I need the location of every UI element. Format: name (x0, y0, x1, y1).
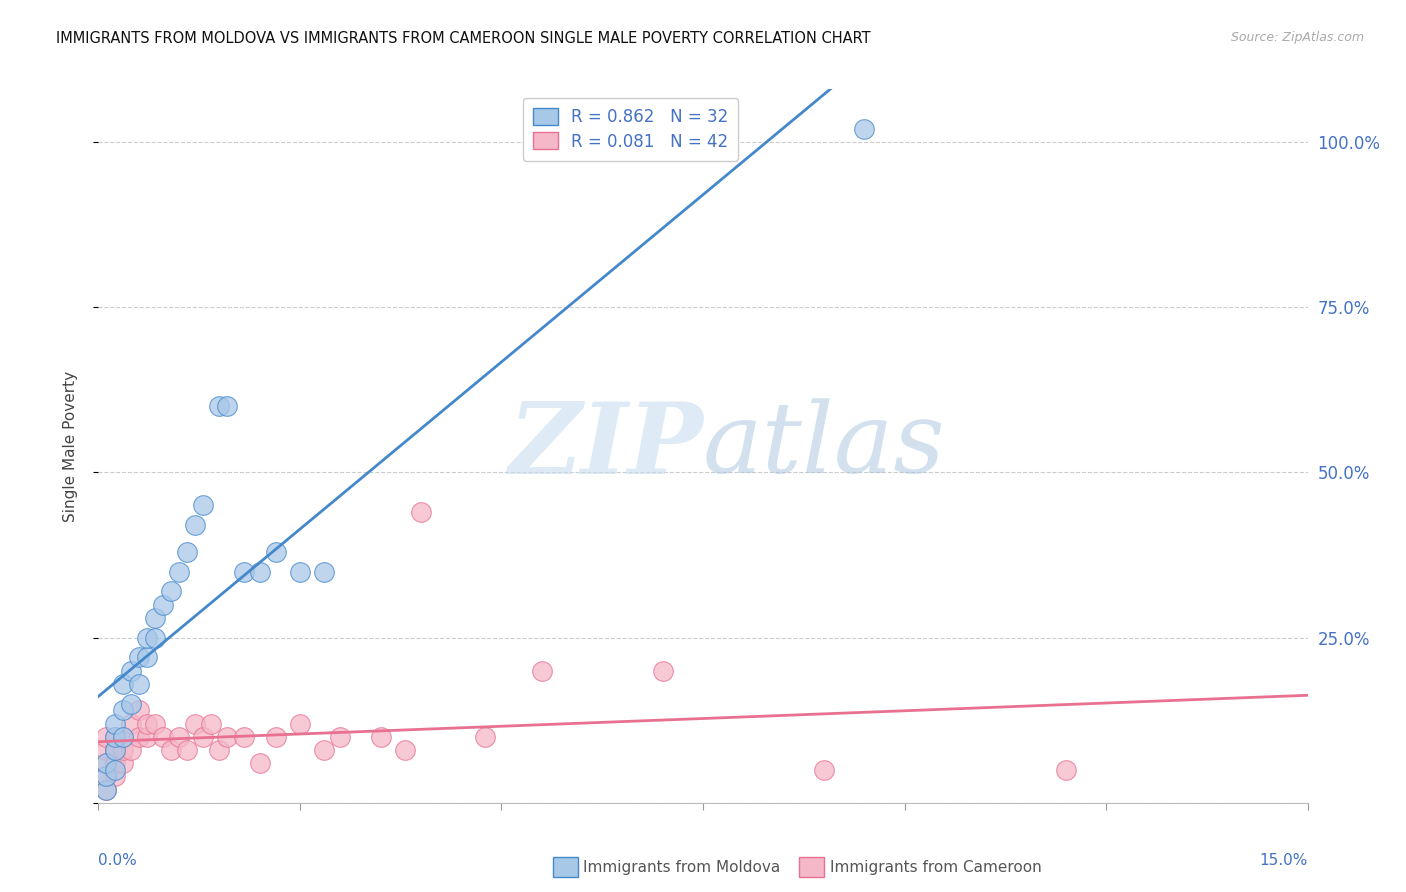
Point (96, 769, 118, 783)
Text: Immigrants from Cameroon: Immigrants from Cameroon (830, 860, 1042, 874)
Point (135, 730, 157, 744)
Point (96, 730, 118, 744)
Point (184, 716, 207, 731)
Point (96, 743, 118, 757)
Point (409, 505, 432, 519)
Point (160, 743, 183, 757)
Point (103, 763, 125, 777)
Point (103, 716, 125, 731)
Point (143, 631, 166, 645)
Text: ZIP: ZIP (508, 398, 703, 494)
Point (128, 677, 150, 691)
Point (96, 769, 118, 783)
Point (167, 565, 190, 579)
Point (184, 518, 207, 533)
Text: atlas: atlas (703, 399, 946, 493)
Point (853, 121, 876, 136)
Point (111, 756, 134, 771)
Point (176, 743, 198, 757)
Point (103, 743, 125, 757)
Point (1054, 763, 1077, 777)
Point (264, 545, 287, 559)
Point (160, 584, 183, 599)
Point (314, 565, 336, 579)
Point (288, 716, 311, 731)
Point (176, 545, 198, 559)
Point (217, 400, 239, 414)
Point (96, 756, 118, 771)
Point (143, 716, 166, 731)
Point (249, 756, 271, 771)
Point (143, 611, 166, 625)
Point (111, 730, 134, 744)
Point (208, 743, 231, 757)
Point (120, 716, 142, 731)
Point (103, 743, 125, 757)
Point (128, 650, 150, 665)
Text: 15.0%: 15.0% (1260, 853, 1308, 868)
Point (217, 730, 239, 744)
Point (103, 769, 125, 783)
Point (651, 664, 673, 678)
Text: IMMIGRANTS FROM MOLDOVA VS IMMIGRANTS FROM CAMEROON SINGLE MALE POVERTY CORRELAT: IMMIGRANTS FROM MOLDOVA VS IMMIGRANTS FR… (56, 31, 870, 46)
Point (96, 782, 118, 797)
Point (530, 664, 553, 678)
Point (111, 677, 134, 691)
Bar (553, 857, 578, 877)
Point (135, 631, 157, 645)
Point (474, 730, 496, 744)
Point (103, 756, 125, 771)
Point (193, 730, 215, 744)
Point (111, 730, 134, 744)
Point (314, 743, 336, 757)
Point (135, 650, 157, 665)
Point (111, 703, 134, 717)
Text: Source: ZipAtlas.com: Source: ZipAtlas.com (1230, 31, 1364, 45)
Point (103, 730, 125, 744)
Point (208, 400, 231, 414)
Point (135, 716, 157, 731)
Point (232, 565, 254, 579)
Point (120, 664, 142, 678)
Point (152, 730, 174, 744)
Point (329, 730, 352, 744)
Text: Immigrants from Moldova: Immigrants from Moldova (583, 860, 780, 874)
Point (813, 763, 835, 777)
Point (111, 743, 134, 757)
Point (264, 730, 287, 744)
Point (370, 730, 392, 744)
Point (167, 730, 190, 744)
Point (96, 782, 118, 797)
Point (128, 730, 150, 744)
Point (200, 716, 222, 731)
Point (128, 703, 150, 717)
Point (120, 697, 142, 711)
Y-axis label: Single Male Poverty: Single Male Poverty (63, 370, 77, 522)
Point (193, 499, 215, 513)
Point (232, 730, 254, 744)
Point (120, 743, 142, 757)
Point (288, 565, 311, 579)
Bar (799, 857, 824, 877)
Text: 0.0%: 0.0% (98, 853, 138, 868)
Point (103, 730, 125, 744)
Point (394, 743, 416, 757)
Legend: R = 0.862   N = 32, R = 0.081   N = 42: R = 0.862 N = 32, R = 0.081 N = 42 (523, 97, 738, 161)
Point (96, 756, 118, 771)
Point (152, 598, 174, 612)
Point (249, 565, 271, 579)
